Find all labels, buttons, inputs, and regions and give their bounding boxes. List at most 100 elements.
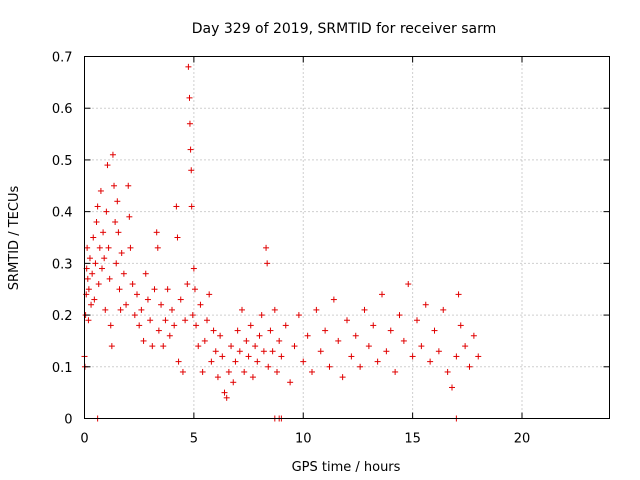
data-point: [149, 343, 156, 350]
data-point: [405, 281, 412, 288]
data-point: [379, 291, 385, 298]
data-point: [164, 286, 171, 293]
data-point: [144, 296, 151, 303]
data-point: [317, 348, 324, 355]
y-tick-label: 0: [64, 413, 72, 428]
data-point: [185, 63, 192, 70]
data-point: [104, 162, 111, 169]
data-point: [105, 244, 112, 251]
grid-lines: [84, 56, 610, 419]
data-point: [89, 270, 96, 277]
data-point: [264, 260, 271, 267]
data-point: [247, 322, 254, 329]
data-point: [396, 312, 403, 319]
data-point: [210, 327, 217, 334]
data-point: [295, 312, 302, 319]
data-point: [84, 244, 91, 251]
data-point: [179, 368, 186, 375]
data-point: [131, 312, 138, 319]
data-point: [243, 337, 250, 344]
data-point: [92, 260, 99, 267]
y-tick-label: 0.3: [52, 257, 73, 272]
data-point: [217, 332, 224, 339]
y-tick-labels: 0 0.1 0.2 0.3 0.4 0.5 0.6 0.7: [52, 51, 73, 428]
data-point: [190, 265, 197, 272]
data-point: [214, 374, 221, 381]
data-point: [241, 368, 248, 375]
data-point: [109, 151, 116, 158]
data-point: [193, 322, 200, 329]
data-point: [118, 250, 125, 257]
data-point: [271, 306, 278, 313]
data-point: [392, 368, 399, 375]
data-point: [120, 270, 127, 277]
data-point: [409, 353, 416, 360]
data-point: [175, 358, 182, 365]
data-point: [256, 332, 263, 339]
data-point: [129, 281, 136, 288]
data-point: [103, 208, 110, 215]
data-point: [191, 286, 198, 293]
data-point: [357, 363, 364, 370]
y-tick-label: 0.4: [52, 206, 73, 221]
data-point: [199, 368, 206, 375]
data-point: [304, 332, 311, 339]
x-tick-label: 5: [190, 432, 198, 447]
data-point: [232, 358, 239, 365]
data-point: [114, 198, 121, 205]
plot-frame: [84, 56, 610, 419]
data-point: [418, 343, 425, 350]
data-point: [189, 312, 196, 319]
data-point: [208, 358, 215, 365]
data-point: [225, 368, 232, 375]
data-point: [173, 203, 180, 210]
data-point: [339, 374, 346, 381]
data-points: [81, 63, 482, 422]
data-point: [313, 306, 320, 313]
data-point: [228, 343, 235, 350]
data-point: [361, 306, 368, 313]
data-point: [88, 301, 95, 308]
data-point: [263, 244, 270, 251]
data-point: [322, 327, 329, 334]
data-point: [462, 343, 469, 350]
data-point: [265, 363, 272, 370]
data-point: [108, 343, 115, 350]
data-point: [182, 317, 189, 324]
x-tick-label: 10: [295, 432, 312, 447]
data-point: [344, 317, 350, 324]
data-point: [95, 281, 102, 288]
x-tick-labels: 0 5 10 15 20: [80, 432, 530, 447]
data-point: [160, 343, 167, 350]
data-point: [440, 306, 447, 313]
data-point: [106, 275, 113, 282]
data-point: [276, 337, 283, 344]
data-point: [138, 306, 145, 313]
data-point: [352, 332, 359, 339]
data-point: [86, 255, 93, 262]
data-point: [400, 337, 407, 344]
y-tick-label: 0.7: [52, 51, 73, 66]
data-point: [93, 218, 100, 225]
data-point: [174, 234, 181, 241]
data-point: [239, 306, 245, 313]
data-point: [282, 322, 289, 329]
data-point: [151, 286, 158, 293]
data-point: [125, 182, 132, 189]
data-point: [230, 379, 237, 386]
y-axis-label: SRMTID / TECUs: [7, 186, 22, 291]
data-point: [300, 358, 307, 365]
data-point: [162, 317, 169, 324]
data-point: [169, 306, 175, 313]
data-point: [188, 167, 195, 174]
data-point: [206, 291, 213, 298]
data-point: [383, 348, 390, 355]
data-point: [147, 317, 154, 324]
data-point: [212, 348, 219, 355]
data-point: [99, 265, 105, 272]
data-point: [219, 353, 226, 360]
data-point: [431, 327, 438, 334]
data-point: [435, 348, 442, 355]
